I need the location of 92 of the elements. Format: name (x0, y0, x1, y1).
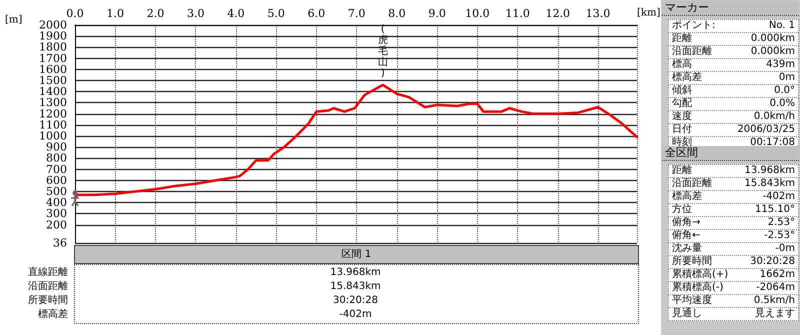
text: 0.0° (774, 85, 795, 97)
text: 所要時間 (27, 294, 68, 307)
y-tick-label: 200 (46, 218, 67, 232)
text: 日付 (672, 124, 692, 136)
text: 標高差 (672, 191, 702, 203)
text: 15.843km (744, 178, 795, 190)
x-tick-label: 2.0 (146, 7, 164, 20)
x-tick-label: 3.0 (186, 7, 204, 20)
text: 439m (766, 59, 795, 71)
text: 沈み量 (672, 243, 702, 255)
y-tick-label: 36 (53, 236, 67, 250)
y-tick-label: 1200 (39, 107, 67, 120)
y-tick-label: 900 (46, 140, 67, 154)
text: -402m (338, 308, 373, 321)
text: 標高差 (37, 308, 68, 321)
text: 速度 (672, 111, 692, 123)
text: 俯角← (672, 230, 700, 242)
text: 標高 (672, 59, 692, 71)
x-axis-title: [km] (637, 8, 660, 18)
text: 30:20:28 (332, 294, 379, 307)
y-tick-label: 1700 (39, 52, 67, 65)
x-tick-label: 0.0 (66, 7, 84, 20)
text: 13.968km (329, 266, 382, 279)
text: マーカー (662, 1, 799, 16)
text: 沿面距離 (672, 178, 712, 190)
y-tick-label: 700 (46, 162, 67, 176)
text: 累積標高(-) (672, 282, 724, 294)
text: 俯角→ (672, 217, 700, 229)
text: 時刻 (672, 137, 692, 148)
x-tick-label: 13.0 (586, 7, 610, 20)
text: 標高差 (672, 72, 702, 84)
y-tick-label: 1100 (39, 118, 67, 132)
text: 距離 (672, 165, 692, 177)
y-tick-label: 1000 (39, 130, 67, 142)
text: -2064m (756, 282, 795, 294)
y-tick-label: 400 (46, 196, 67, 210)
text: 0.0% (770, 98, 795, 110)
text: 距離 (672, 33, 692, 45)
y-tick-label: 500 (46, 184, 67, 198)
text: 1662m (760, 269, 795, 281)
x-tick-label: 4.0 (227, 7, 245, 20)
text: 沿面距離 (672, 46, 712, 58)
text: -402m (762, 191, 795, 203)
text: 沿面距離 (27, 280, 68, 293)
text: 累積標高(+) (672, 269, 728, 281)
text: 所要時間 (672, 256, 712, 268)
x-tick-label: 6.0 (308, 7, 326, 20)
text: 0m (778, 72, 795, 84)
y-tick-label: 1600 (39, 62, 67, 76)
text: 0.5km/h (754, 295, 795, 307)
text: -0m (775, 243, 795, 255)
text: 方位 (672, 204, 692, 216)
text: 13.968km (744, 165, 795, 177)
line-series (74, 84, 638, 200)
y-axis-title: [m] (5, 14, 22, 26)
text: 平均速度 (672, 295, 712, 307)
y-tick-label: 600 (46, 174, 67, 187)
y-tick-label: 300 (46, 207, 67, 220)
text: 直線距離 (27, 266, 68, 279)
x-tick-label: 12.0 (546, 7, 570, 20)
y-tick-label: 1300 (39, 96, 67, 110)
text: 2006/03/25 (737, 124, 795, 136)
text: No. 1 (768, 20, 795, 32)
y-tick-label: 800 (46, 152, 67, 165)
text: 見えます (755, 308, 795, 320)
y-tick-label: 1800 (39, 40, 67, 54)
text: 00:17:08 (750, 137, 795, 149)
text: ポイント: (672, 20, 716, 32)
x-tick-label: 1.0 (106, 7, 124, 20)
text: 0.000km (750, 46, 795, 58)
x-tick-label: 9.0 (428, 7, 446, 20)
text: 区間 1 (74, 245, 639, 264)
text: 傾斜 (672, 85, 692, 97)
x-tick-label: 11.0 (505, 7, 530, 20)
text: 2.53° (768, 217, 795, 229)
text: 115.10° (755, 204, 795, 216)
x-tick-label: 5.0 (267, 7, 285, 20)
text: 30:20:28 (750, 256, 795, 268)
text: 全区間 (665, 146, 698, 159)
x-tick-label: 7.0 (348, 7, 366, 20)
y-tick-label: 1500 (39, 74, 67, 87)
text: -2.53° (764, 230, 795, 242)
y-tick-label: 2000 (39, 18, 67, 32)
text: 15.843km (329, 280, 382, 293)
y-tick-label: 1400 (39, 85, 67, 98)
text: 見通し (672, 308, 702, 320)
y-tick-label: 1900 (39, 30, 67, 43)
x-tick-label: 8.0 (388, 7, 406, 20)
text: 0.000km (750, 33, 795, 45)
text: 勾配 (672, 98, 692, 110)
x-tick-label: 10.0 (465, 7, 490, 20)
text: 0.0km/h (754, 111, 795, 123)
